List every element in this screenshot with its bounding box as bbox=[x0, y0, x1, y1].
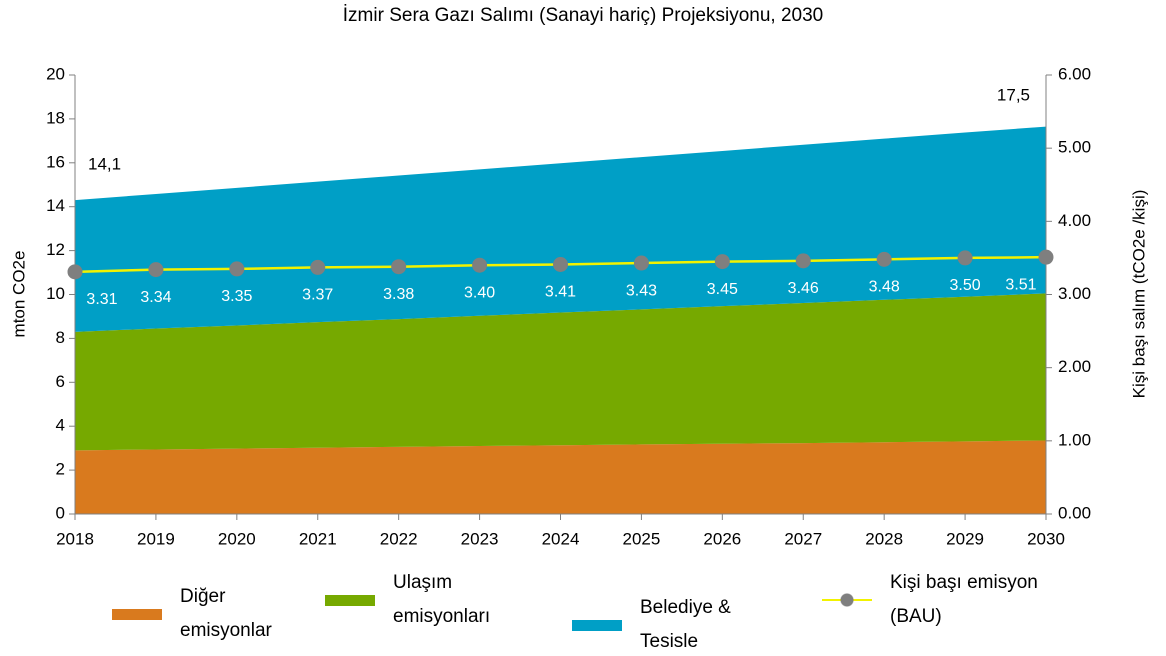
legend-label: Ulaşım emisyonları bbox=[393, 572, 491, 627]
x-tick-label: 2021 bbox=[299, 529, 337, 548]
legend-swatch bbox=[822, 592, 872, 608]
data-label: 3.41 bbox=[545, 284, 576, 301]
marker bbox=[67, 264, 83, 280]
marker bbox=[876, 251, 892, 267]
annotation: 17,5 bbox=[997, 85, 1030, 104]
y2-tick-label: 5.00 bbox=[1058, 138, 1091, 157]
x-tick-label: 2026 bbox=[703, 529, 741, 548]
legend-swatch bbox=[325, 594, 375, 606]
y-tick-label: 12 bbox=[46, 240, 65, 259]
y-tick-label: 10 bbox=[46, 284, 65, 303]
legend-label: Diğer emisyonlar bbox=[180, 586, 272, 641]
data-label: 3.31 bbox=[86, 291, 117, 308]
legend-item: Ulaşım emisyonları bbox=[325, 566, 523, 634]
data-label: 3.48 bbox=[869, 279, 900, 296]
y-tick-label: 4 bbox=[56, 416, 65, 435]
y2-tick-label: 4.00 bbox=[1058, 211, 1091, 230]
data-label: 3.37 bbox=[302, 287, 333, 304]
axes: 0 2 4 6 8 10 12 14 16 18 20 0.00 1.00 2.00 3.00 4.00 5.0… bbox=[46, 64, 1091, 548]
legend-swatch bbox=[572, 619, 622, 631]
x-tick-label: 2025 bbox=[623, 529, 661, 548]
legend-item: Diğer emisyonlar bbox=[112, 580, 300, 648]
y-tick-label: 14 bbox=[46, 196, 65, 215]
y2-tick-label: 3.00 bbox=[1058, 284, 1091, 303]
data-label: 3.50 bbox=[950, 277, 981, 294]
y2-tick-label: 2.00 bbox=[1058, 357, 1091, 376]
x-tick-label: 2024 bbox=[542, 529, 580, 548]
y-tick-label: 16 bbox=[46, 152, 65, 171]
marker bbox=[633, 255, 649, 271]
x-tick-label: 2018 bbox=[56, 529, 94, 548]
x-tick-label: 2019 bbox=[137, 529, 175, 548]
data-label: 3.45 bbox=[707, 281, 738, 298]
area bbox=[75, 293, 1046, 451]
legend-label: Kişi başı emisyon (BAU) bbox=[890, 572, 1038, 627]
data-label: 3.46 bbox=[788, 280, 819, 297]
area bbox=[75, 126, 1046, 332]
y2-tick-label: 1.00 bbox=[1058, 430, 1091, 449]
y-tick-label: 2 bbox=[56, 460, 65, 479]
legend-item: Belediye & Tesisle bbox=[572, 591, 765, 656]
data-label: 3.38 bbox=[383, 286, 414, 303]
data-label: 3.35 bbox=[221, 288, 252, 305]
x-tick-label: 2022 bbox=[380, 529, 418, 548]
y2-tick-label: 6.00 bbox=[1058, 64, 1091, 83]
data-label: 3.43 bbox=[626, 282, 657, 299]
legend-swatch bbox=[112, 608, 162, 620]
y-tick-label: 20 bbox=[46, 64, 65, 83]
y2-axis-label: Kişi başı salım (tCO2e /kişi) bbox=[1129, 190, 1148, 399]
x-tick-label: 2029 bbox=[946, 529, 984, 548]
area bbox=[75, 440, 1046, 514]
chart-title: İzmir Sera Gazı Salımı (Sanayi hariç) Pr… bbox=[343, 5, 823, 26]
marker bbox=[957, 250, 973, 266]
y2-tick-label: 0.00 bbox=[1058, 503, 1091, 522]
marker bbox=[472, 257, 488, 273]
legend-item: Kişi başı emisyon (BAU) bbox=[822, 566, 1060, 634]
x-tick-label: 2020 bbox=[218, 529, 256, 548]
data-label: 3.51 bbox=[1005, 276, 1036, 293]
y-tick-label: 8 bbox=[56, 328, 65, 347]
y-tick-label: 6 bbox=[56, 372, 65, 391]
marker bbox=[391, 259, 407, 275]
marker bbox=[795, 253, 811, 269]
x-tick-label: 2030 bbox=[1027, 529, 1065, 548]
y-axis-label: mton CO2e bbox=[9, 251, 28, 338]
x-tick-label: 2028 bbox=[865, 529, 903, 548]
marker bbox=[714, 254, 730, 270]
y-tick-label: 0 bbox=[56, 503, 65, 522]
marker bbox=[1038, 249, 1054, 265]
marker bbox=[148, 262, 164, 278]
marker bbox=[229, 261, 245, 277]
legend-label: Belediye & Tesisle bbox=[640, 597, 731, 652]
marker bbox=[553, 257, 568, 273]
annotation: 14,1 bbox=[88, 154, 121, 173]
data-label: 3.40 bbox=[464, 284, 495, 301]
x-tick-label: 2023 bbox=[461, 529, 499, 548]
marker bbox=[310, 259, 326, 275]
y-tick-label: 18 bbox=[46, 108, 65, 127]
areas bbox=[75, 126, 1046, 514]
data-label: 3.34 bbox=[140, 289, 171, 306]
x-tick-label: 2027 bbox=[784, 529, 822, 548]
